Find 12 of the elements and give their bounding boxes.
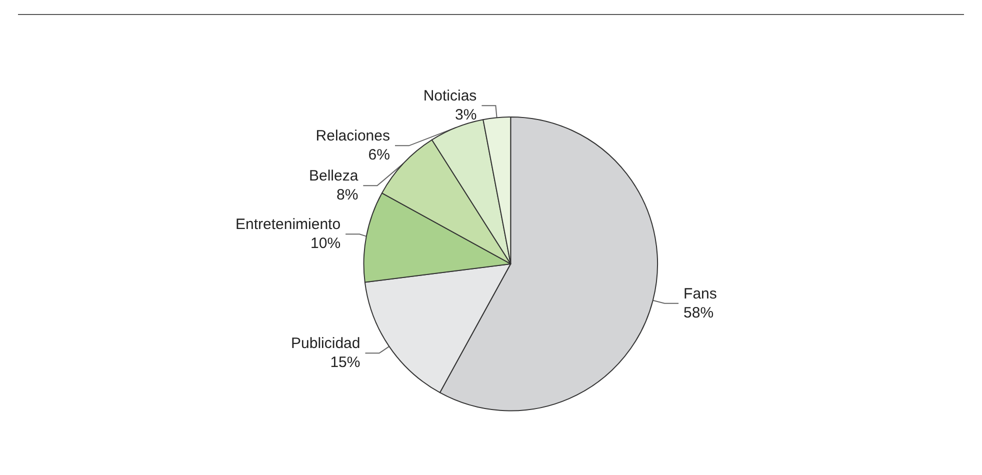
slice-label: Relaciones bbox=[316, 128, 390, 145]
slice-label: Publicidad bbox=[291, 335, 360, 352]
slice-label: Entretenimiento bbox=[235, 216, 341, 234]
slice-label: Belleza bbox=[308, 168, 359, 185]
slice-label: Fans bbox=[684, 285, 717, 302]
data-label: 58% bbox=[684, 304, 714, 322]
data-label: 8% bbox=[336, 186, 358, 204]
data-label: 3% bbox=[455, 106, 477, 124]
slice-label: Noticias bbox=[423, 88, 477, 105]
data-label: 10% bbox=[310, 235, 341, 252]
data-label: 6% bbox=[368, 146, 390, 164]
data-label: 15% bbox=[330, 354, 360, 372]
